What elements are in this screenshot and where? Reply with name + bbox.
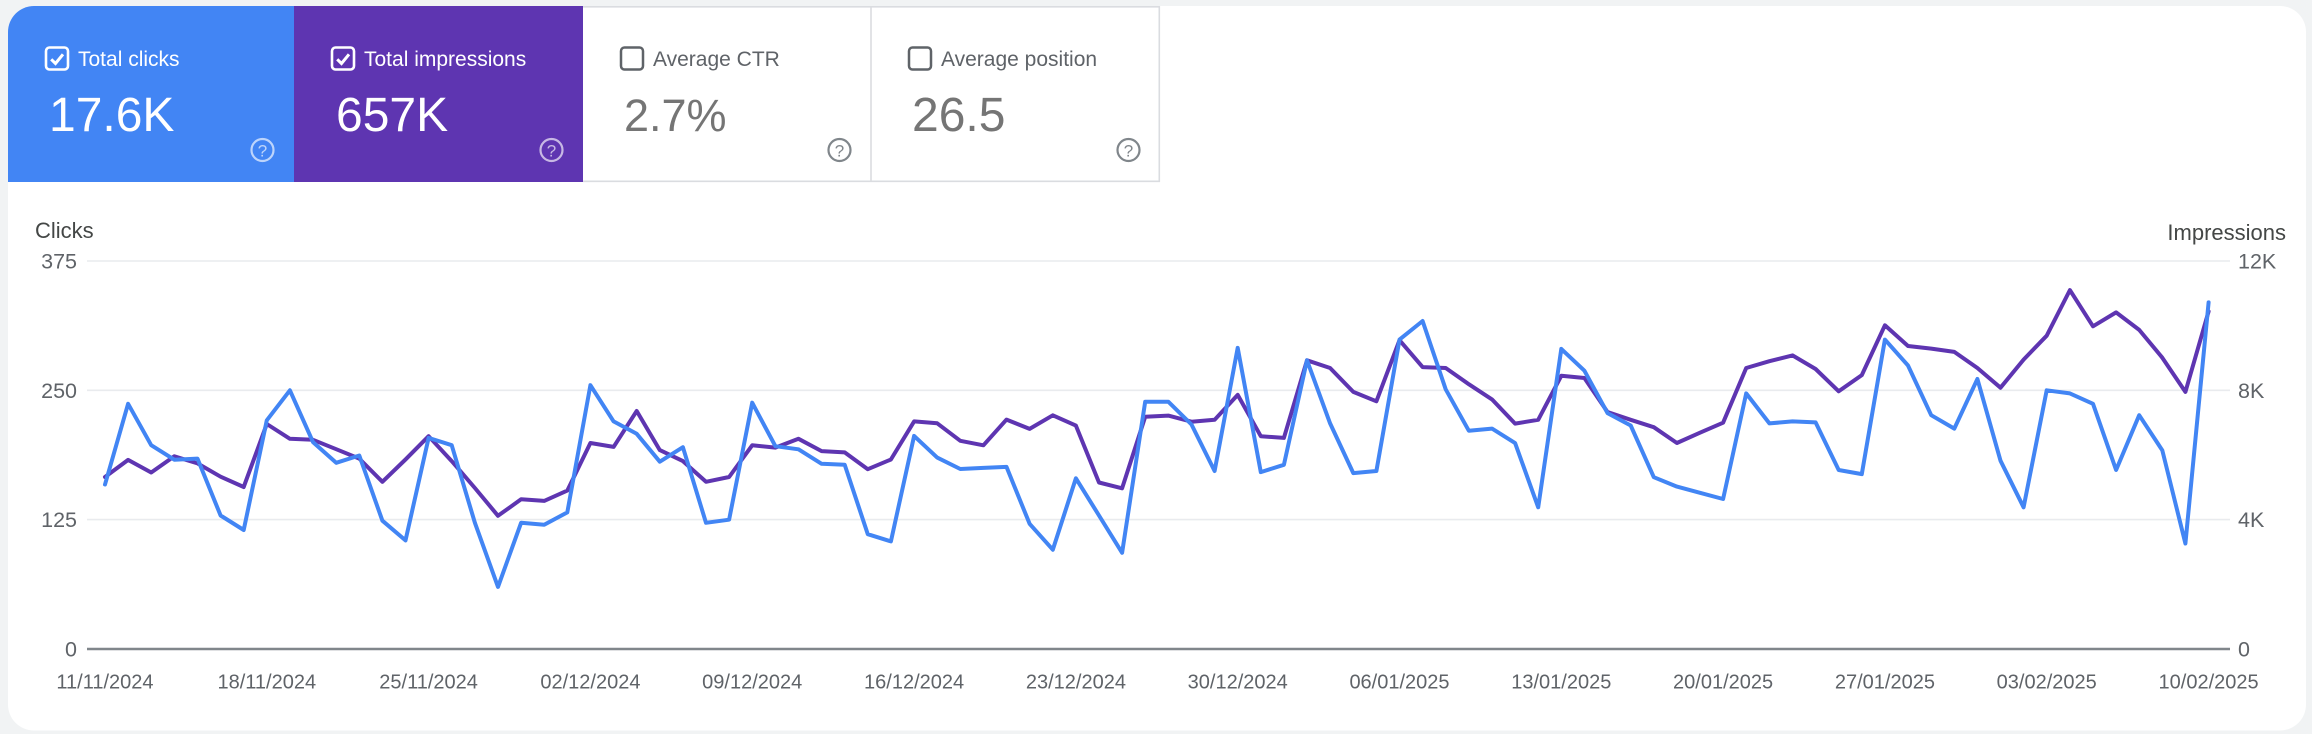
svg-text:0: 0 [2238, 638, 2250, 662]
svg-text:11/11/2024: 11/11/2024 [56, 672, 153, 694]
svg-text:8K: 8K [2238, 379, 2265, 403]
svg-text:26.5: 26.5 [912, 89, 1005, 142]
svg-text:03/02/2025: 03/02/2025 [1997, 672, 2097, 694]
svg-text:16/12/2024: 16/12/2024 [864, 672, 964, 694]
svg-text:20/01/2025: 20/01/2025 [1673, 672, 1773, 694]
svg-text:25/11/2024: 25/11/2024 [379, 672, 478, 694]
svg-text:0: 0 [65, 638, 77, 662]
svg-text:?: ? [835, 142, 844, 161]
svg-text:Clicks: Clicks [35, 218, 94, 243]
svg-text:09/12/2024: 09/12/2024 [702, 672, 802, 694]
svg-text:?: ? [1124, 142, 1133, 161]
svg-text:30/12/2024: 30/12/2024 [1188, 672, 1288, 694]
svg-text:27/01/2025: 27/01/2025 [1835, 672, 1935, 694]
svg-text:657K: 657K [336, 89, 448, 142]
svg-text:06/01/2025: 06/01/2025 [1349, 672, 1449, 694]
svg-text:?: ? [547, 142, 556, 161]
svg-text:2.7%: 2.7% [624, 90, 727, 141]
svg-text:4K: 4K [2238, 508, 2265, 532]
svg-text:13/01/2025: 13/01/2025 [1511, 672, 1611, 694]
svg-text:375: 375 [41, 250, 77, 274]
svg-text:250: 250 [41, 379, 77, 403]
svg-text:Average CTR: Average CTR [653, 48, 780, 71]
svg-text:Total clicks: Total clicks [78, 48, 180, 71]
svg-text:17.6K: 17.6K [49, 89, 174, 142]
svg-text:10/02/2025: 10/02/2025 [2159, 672, 2259, 694]
svg-text:12K: 12K [2238, 250, 2277, 274]
svg-text:Total impressions: Total impressions [364, 48, 526, 71]
svg-text:?: ? [258, 142, 267, 161]
svg-text:18/11/2024: 18/11/2024 [217, 672, 316, 694]
svg-text:23/12/2024: 23/12/2024 [1026, 672, 1126, 694]
svg-text:02/12/2024: 02/12/2024 [540, 672, 640, 694]
svg-text:Average position: Average position [941, 48, 1097, 71]
svg-text:125: 125 [41, 508, 77, 532]
svg-text:Impressions: Impressions [2167, 220, 2286, 245]
